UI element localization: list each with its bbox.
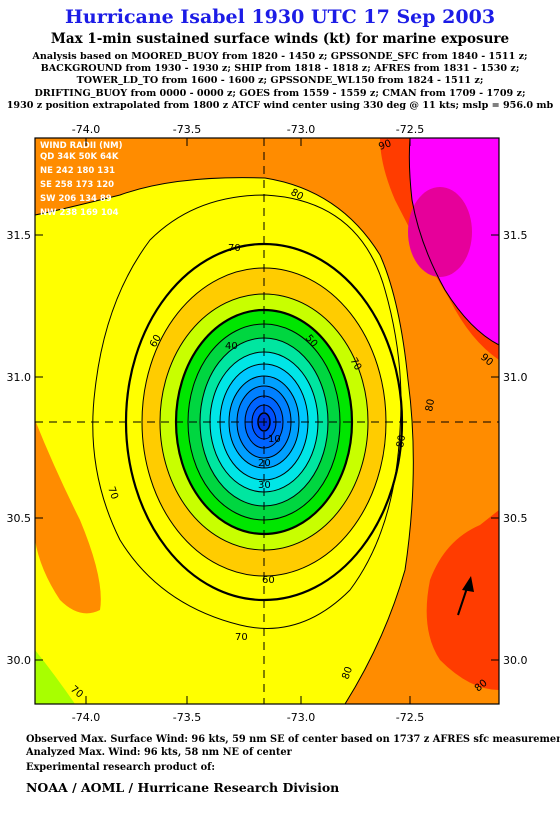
y-tick-label-left: 30.5 <box>7 512 32 525</box>
contour-label: 70 <box>228 243 241 254</box>
contour-label: 10 <box>268 434 281 445</box>
plot-frame <box>34 137 500 705</box>
y-tick-label-left: 30.0 <box>7 654 32 667</box>
x-axis-labels: -74.0 -73.5 -73.0 -72.5 -74.0 -73.5 -73.… <box>72 123 424 724</box>
y-tick-label-right: 30.5 <box>503 512 528 525</box>
contour-label: 30 <box>258 480 271 491</box>
analyzed-max-wind: Analyzed Max. Wind: 96 kts, 58 nm NE of … <box>26 747 292 758</box>
analysis-line: DRIFTING_BUOY from 0000 - 0000 z; GOES f… <box>34 87 526 99</box>
wind-radii-columns: QD 34K 50K 64K <box>40 152 119 162</box>
contour-label: 40 <box>225 341 238 352</box>
experimental-note: Experimental research product of: <box>26 762 215 773</box>
wind-band-80-lobe <box>35 420 101 614</box>
y-tick-label-left: 31.0 <box>7 371 32 384</box>
x-tick-label-top: -72.5 <box>396 123 424 136</box>
y-tick-label-right: 31.5 <box>503 229 528 242</box>
analysis-line: 1930 z position extrapolated from 1800 z… <box>6 99 554 111</box>
contour-70-line <box>92 194 402 629</box>
analysis-line: BACKGROUND from 1930 - 1930 z; SHIP from… <box>40 63 520 75</box>
contour-label: 70 <box>235 632 248 643</box>
contour-label: 60 <box>262 575 275 586</box>
x-tick-label-bottom: -73.5 <box>173 711 201 724</box>
wind-radii-row: SW 206 134 89 <box>40 194 112 204</box>
contour-90-line <box>408 138 499 346</box>
map-subtitle: Max 1-min sustained surface winds (kt) f… <box>50 31 510 47</box>
y-tick-label-left: 31.5 <box>7 229 32 242</box>
axis-ticks <box>35 138 499 704</box>
contour-label: 80 <box>340 665 355 681</box>
map-title: Hurricane Isabel 1930 UTC 17 Sep 2003 <box>64 6 496 28</box>
x-tick-label-bottom: -73.0 <box>287 711 315 724</box>
storm-motion-arrowhead <box>462 576 474 592</box>
y-tick-label-right: 30.0 <box>503 654 528 667</box>
y-tick-label-right: 31.0 <box>503 371 528 384</box>
wind-radii-row: NE 242 180 131 <box>40 166 115 176</box>
contour-80-line <box>35 177 414 704</box>
analysis-line: TOWER_LD_TO from 1600 - 1600 z; GPSSONDE… <box>76 75 484 87</box>
organization-credit: NOAA / AOML / Hurricane Research Divisio… <box>26 780 340 795</box>
contour-label: 90 <box>377 138 393 153</box>
x-tick-label-top: -74.0 <box>72 123 100 136</box>
analysis-notes: Analysis based on MOORED_BUOY from 1820 … <box>0 51 560 112</box>
wind-radii-row: SE 258 173 120 <box>40 180 114 190</box>
contour-label: 80 <box>395 434 408 448</box>
contour-label: 20 <box>258 458 271 469</box>
x-tick-label-bottom: -72.5 <box>396 711 424 724</box>
contour-label: 80 <box>424 398 437 412</box>
x-tick-label-top: -73.0 <box>287 123 315 136</box>
wind-band-peak <box>408 187 472 277</box>
wind-radii-table: WIND RADII (NM) QD 34K 50K 64K NE 242 18… <box>40 141 123 218</box>
wind-radii-header: WIND RADII (NM) <box>40 141 123 151</box>
contour-label: 70 <box>105 485 120 501</box>
analysis-line: Analysis based on MOORED_BUOY from 1820 … <box>32 51 528 62</box>
y-axis-labels: 31.5 31.0 30.5 30.0 31.5 31.0 30.5 30.0 <box>7 229 528 667</box>
wind-band-lt70 <box>35 650 75 704</box>
observed-max-wind: Observed Max. Surface Wind: 96 kts, 59 n… <box>26 734 560 745</box>
contour-labels: 90 80 70 60 50 40 30 20 10 70 60 70 80 7… <box>68 138 495 700</box>
x-tick-label-top: -73.5 <box>173 123 201 136</box>
wind-field: 90 80 70 60 50 40 30 20 10 70 60 70 80 7… <box>35 138 499 704</box>
wind-field-map: 90 80 70 60 50 40 30 20 10 70 60 70 80 7… <box>7 123 528 724</box>
wind-radii-row: NW 238 169 104 <box>40 208 119 218</box>
x-tick-label-bottom: -74.0 <box>72 711 100 724</box>
